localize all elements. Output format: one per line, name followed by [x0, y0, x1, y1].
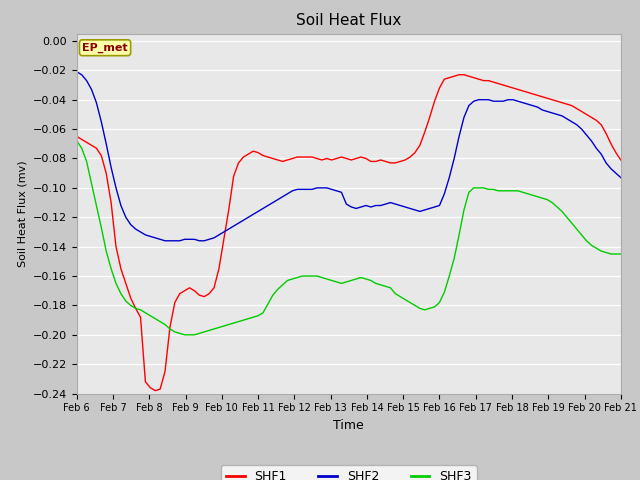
SHF1	[475, 76, 483, 82]
SHF3	[470, 185, 477, 191]
Text: EP_met: EP_met	[82, 43, 128, 53]
SHF2	[381, 201, 389, 207]
SHF2	[73, 69, 81, 75]
SHF1	[455, 72, 463, 78]
Line: SHF3: SHF3	[77, 141, 621, 335]
SHF1	[504, 84, 512, 89]
SHF2	[602, 160, 610, 166]
SHF3	[499, 188, 507, 194]
SHF1	[152, 388, 159, 394]
SHF2	[445, 175, 453, 180]
SHF1	[607, 141, 615, 147]
SHF2	[161, 238, 169, 244]
SHF1	[73, 133, 81, 139]
SHF2	[617, 175, 625, 180]
SHF2	[470, 98, 477, 104]
SHF3	[180, 332, 188, 338]
SHF2	[499, 98, 507, 104]
SHF3	[602, 250, 610, 255]
SHF1	[617, 157, 625, 163]
Line: SHF1: SHF1	[77, 75, 621, 391]
SHF3	[269, 292, 276, 298]
SHF1	[445, 75, 453, 81]
X-axis label: Time: Time	[333, 419, 364, 432]
SHF1	[269, 156, 276, 161]
SHF3	[445, 273, 453, 279]
SHF3	[73, 138, 81, 144]
SHF3	[617, 251, 625, 257]
Legend: SHF1, SHF2, SHF3: SHF1, SHF2, SHF3	[221, 465, 477, 480]
SHF1	[381, 158, 389, 164]
Title: Soil Heat Flux: Soil Heat Flux	[296, 13, 401, 28]
Y-axis label: Soil Heat Flux (mv): Soil Heat Flux (mv)	[17, 160, 28, 267]
SHF3	[381, 284, 389, 289]
SHF2	[269, 200, 276, 205]
Line: SHF2: SHF2	[77, 72, 621, 241]
